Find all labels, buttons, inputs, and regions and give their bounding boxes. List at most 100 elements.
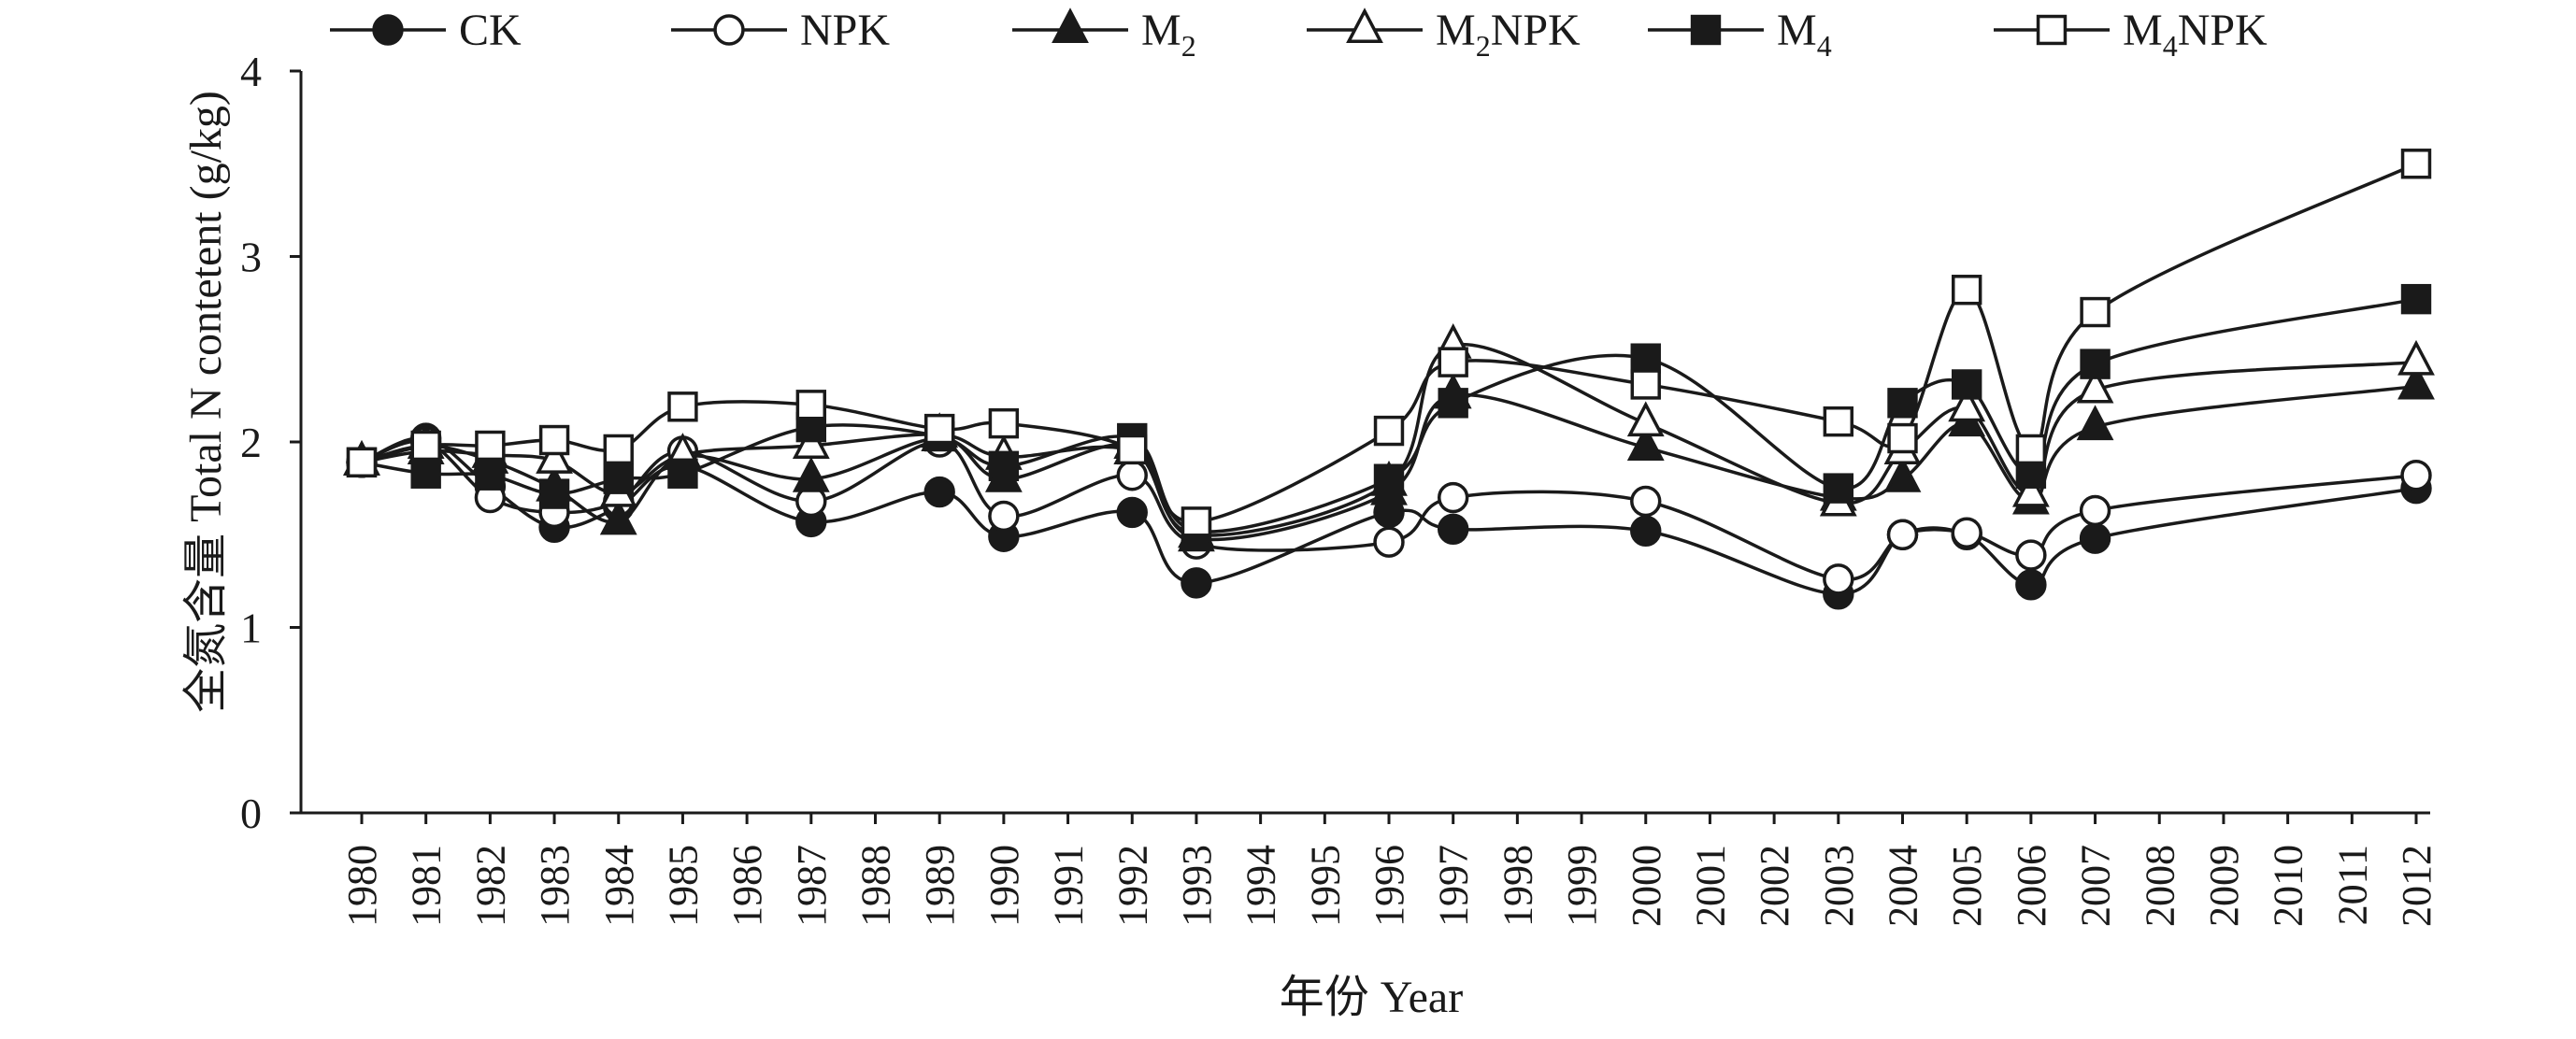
point-circle [988, 500, 1020, 533]
point-triangle [2076, 405, 2114, 441]
x-tick-label: 1996 [1367, 845, 1412, 927]
point-square [475, 430, 506, 462]
point-square [667, 391, 698, 422]
point-circle [2079, 494, 2111, 527]
point-square [1373, 415, 1405, 447]
legend-label: CK [459, 6, 522, 55]
point-circle [1437, 513, 1469, 546]
point-triangle [1626, 425, 1665, 461]
x-tick-label: 1997 [1431, 845, 1477, 927]
legend-label-main: NPK [800, 6, 890, 55]
series-group [346, 422, 2432, 610]
point-circle [2015, 539, 2047, 571]
x-tick-label: 1982 [467, 845, 513, 927]
point-square [410, 458, 441, 489]
point-triangle [792, 456, 830, 492]
x-tick-label: 1981 [404, 845, 450, 927]
series-group [346, 283, 2432, 547]
legend-item: NPK [671, 6, 890, 55]
point-circle [1116, 496, 1148, 529]
chart-axes: 0 1 2 3 4 1980 1981 1982 1983 1984 1985 1986 1987 198… [240, 48, 2440, 927]
point-circle [2015, 569, 2047, 601]
point-square [1951, 275, 1982, 306]
point-circle [923, 476, 955, 508]
x-tick-label: 1991 [1046, 845, 1092, 927]
legend-label: M4NPK [2123, 6, 2268, 63]
x-tick-label: 1994 [1238, 845, 1284, 927]
x-tick-label: 1986 [724, 845, 770, 927]
point-circle [372, 14, 404, 46]
point-square [2400, 149, 2432, 179]
x-tick-label: 1989 [917, 845, 963, 927]
x-tick-label: 2007 [2073, 845, 2119, 927]
x-tick-label: 2011 [2329, 845, 2375, 925]
legend-label-main: M [1436, 6, 1476, 55]
x-tick-label: 1983 [532, 845, 578, 927]
point-square [603, 434, 634, 465]
legend-item: M4 [1648, 6, 1832, 63]
point-square [795, 390, 827, 420]
point-square [667, 458, 698, 489]
x-tick-label: 1980 [339, 845, 385, 927]
point-square [1438, 388, 1468, 419]
legend-item: M2NPK [1307, 6, 1581, 63]
point-square [475, 460, 506, 491]
point-square [1951, 369, 1982, 400]
point-square [2400, 283, 2432, 315]
point-triangle [2397, 339, 2435, 376]
point-square [1887, 422, 1918, 454]
y-axis-label: 全氮含量 Total N contetent (g/kg) [181, 91, 231, 713]
point-square [1823, 473, 1854, 504]
y-tick-label: 2 [240, 419, 262, 466]
point-square [1887, 388, 1918, 419]
legend-label-suffix: NPK [2178, 6, 2268, 55]
point-square [2080, 296, 2111, 328]
legend-label-main: M [1777, 6, 1817, 55]
point-circle [2079, 522, 2111, 554]
point-triangle [1052, 7, 1089, 44]
y-tick-label: 1 [240, 605, 262, 652]
series-group [346, 149, 2432, 537]
point-square [1181, 506, 1212, 537]
point-triangle [2011, 471, 2050, 507]
legend-label-subscript: 2 [1476, 29, 1491, 63]
point-square [1690, 14, 1722, 46]
x-tick-label: 2005 [1944, 845, 1990, 927]
x-tick-label: 1998 [1495, 845, 1540, 927]
point-square [410, 430, 441, 462]
y-tick-label: 4 [240, 48, 262, 95]
point-triangle [1883, 456, 1922, 492]
x-tick-label: 2010 [2266, 845, 2311, 927]
point-triangle [599, 499, 637, 535]
x-tick-label: 1995 [1302, 845, 1348, 927]
point-circle [2400, 460, 2432, 491]
x-tick-label: 2009 [2201, 845, 2247, 927]
point-circle [1951, 517, 1982, 548]
point-square [2015, 434, 2047, 465]
point-square [1630, 343, 1661, 374]
point-square [1373, 463, 1405, 494]
point-square [538, 424, 570, 456]
legend-label: M2NPK [1436, 6, 1581, 63]
point-square [923, 413, 955, 445]
point-triangle [536, 438, 573, 474]
point-circle [713, 14, 745, 46]
point-square [2036, 14, 2068, 46]
point-square [1630, 369, 1661, 400]
chart-series [343, 149, 2435, 610]
legend-item: M4NPK [1994, 6, 2268, 63]
point-circle [1823, 563, 1854, 595]
x-tick-label: 2003 [1816, 845, 1862, 927]
x-tick-label: 2006 [2009, 845, 2054, 927]
point-circle [1116, 460, 1148, 491]
legend-item: M2 [1012, 6, 1196, 63]
x-tick-label: 2000 [1624, 845, 1669, 927]
point-square [603, 463, 634, 494]
legend-label: NPK [800, 6, 890, 55]
x-tick-label: 2004 [1881, 845, 1926, 927]
point-circle [1630, 485, 1662, 518]
y-tick-label: 0 [240, 790, 262, 837]
x-tick-label: 2002 [1752, 845, 1797, 927]
point-triangle [1346, 7, 1383, 44]
